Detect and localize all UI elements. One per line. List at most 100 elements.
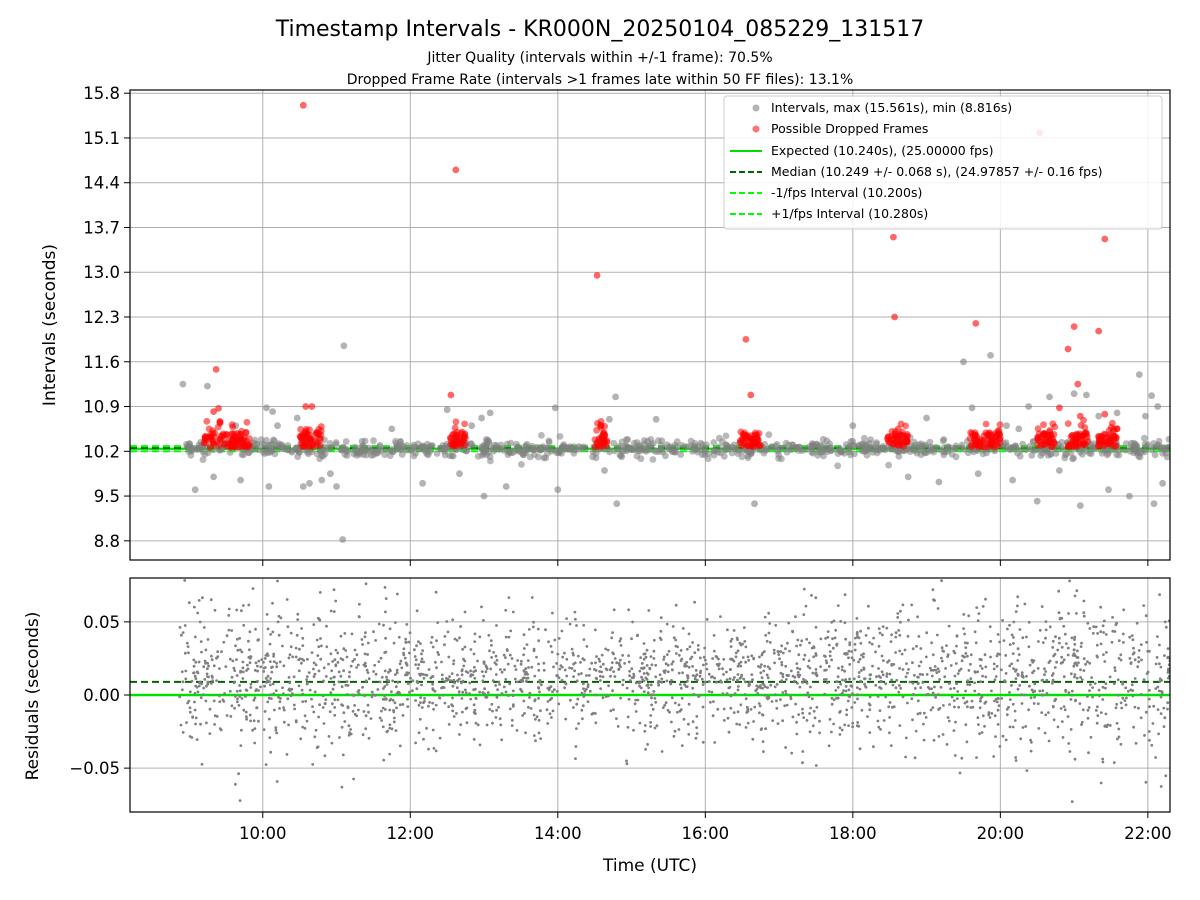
residual-point [1010, 684, 1013, 687]
residual-point [532, 734, 536, 737]
dropped-frame-point [461, 441, 469, 449]
residual-point [373, 694, 377, 697]
interval-point [1144, 441, 1152, 449]
residual-point [188, 690, 192, 694]
residual-point [582, 623, 586, 627]
residual-point [187, 601, 191, 605]
residual-point [758, 655, 761, 659]
residual-point [1020, 674, 1024, 677]
residual-point [238, 695, 242, 698]
residual-point [598, 674, 602, 678]
residual-point [530, 665, 534, 669]
residuals-panel: 0.050.00−0.05 10:00 12:00 14:00 16:00 18:00 2… [23, 577, 1172, 876]
residual-point [1088, 627, 1092, 630]
residual-point [1134, 741, 1138, 745]
residual-point [451, 696, 454, 700]
residual-point [919, 686, 923, 690]
residual-point [785, 703, 789, 707]
residual-point [859, 679, 862, 683]
residual-point [685, 664, 688, 668]
residual-point [1011, 725, 1015, 729]
residual-point [210, 682, 213, 685]
residual-point [679, 649, 683, 652]
residual-point [431, 701, 434, 705]
interval-point [388, 425, 396, 433]
interval-point [1163, 453, 1170, 461]
residual-point [191, 715, 195, 719]
residual-point [460, 697, 464, 700]
interval-point [710, 451, 718, 459]
interval-point [468, 422, 476, 430]
residual-point [946, 653, 950, 657]
residual-point [868, 641, 872, 644]
residual-point [329, 652, 333, 656]
residual-point [563, 668, 567, 672]
residual-point [664, 701, 668, 705]
legend-entry-median: Median (10.249 +/- 0.068 s), (24.97857 +… [730, 164, 1102, 179]
residual-point [353, 658, 356, 661]
interval-point [186, 443, 194, 451]
residual-point [1023, 602, 1027, 606]
dropped-frame-point [1078, 436, 1085, 444]
residual-point [322, 722, 326, 725]
residual-point [1051, 646, 1055, 649]
residual-point [664, 662, 668, 666]
residual-point [287, 656, 291, 660]
residual-point [739, 703, 743, 707]
residual-point [775, 707, 779, 710]
residual-point [557, 637, 561, 640]
interval-point [1105, 486, 1112, 494]
interval-point [1127, 439, 1135, 447]
residual-point [743, 693, 747, 696]
residual-point [856, 693, 859, 697]
residual-point [729, 668, 732, 671]
dropped-frame-point [221, 440, 229, 448]
residual-point [366, 671, 370, 674]
residual-point [1162, 725, 1166, 728]
residual-point [722, 719, 726, 722]
residual-point [844, 689, 848, 693]
residual-point [448, 675, 451, 678]
interval-point [881, 445, 889, 452]
residual-point [285, 598, 289, 601]
residual-point [1018, 684, 1022, 687]
residual-point [994, 735, 997, 738]
residual-point [1121, 632, 1125, 636]
residual-point [921, 673, 925, 676]
interval-point [904, 473, 912, 481]
residual-point [971, 705, 975, 709]
residual-point [889, 744, 893, 747]
residual-point [393, 716, 396, 720]
residual-point [1159, 712, 1163, 715]
residual-point [414, 663, 418, 666]
residual-point [735, 636, 739, 640]
dropped-frame-point [1034, 425, 1042, 433]
interval-point [1150, 443, 1158, 451]
interval-point [365, 444, 373, 452]
residual-point [1131, 652, 1135, 656]
residual-point [752, 657, 756, 661]
residual-point [383, 694, 386, 698]
residual-point [789, 669, 793, 673]
residual-point [495, 708, 498, 712]
residual-point [652, 649, 656, 653]
residual-point [848, 663, 852, 666]
residual-point [238, 689, 242, 693]
residual-point [249, 719, 252, 723]
residual-point [1059, 707, 1063, 710]
residual-point [704, 658, 707, 662]
residual-point [269, 750, 273, 754]
residual-point [613, 657, 617, 660]
residual-point [276, 579, 279, 583]
residual-point [1031, 671, 1034, 675]
residual-point [537, 696, 540, 700]
residual-point [513, 664, 517, 668]
residual-point [853, 642, 857, 646]
residual-point [943, 675, 947, 679]
interval-point [673, 443, 680, 451]
residual-point [965, 700, 969, 704]
residual-point [442, 686, 446, 689]
residual-point [1092, 625, 1096, 629]
residual-point [1114, 706, 1118, 710]
residual-point [626, 725, 630, 729]
